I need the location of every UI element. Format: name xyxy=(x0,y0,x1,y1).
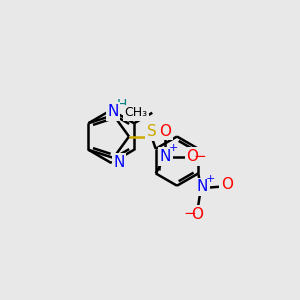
Text: N: N xyxy=(107,104,118,119)
Text: O: O xyxy=(191,207,203,222)
Text: N: N xyxy=(197,179,208,194)
Text: N: N xyxy=(113,155,124,170)
Text: O: O xyxy=(159,124,171,139)
Text: −: − xyxy=(183,206,196,220)
Text: +: + xyxy=(206,174,215,184)
Text: CH₃: CH₃ xyxy=(125,106,148,119)
Text: S: S xyxy=(147,124,156,140)
Text: +: + xyxy=(169,142,178,152)
Text: N: N xyxy=(160,149,171,164)
Text: O: O xyxy=(221,177,233,192)
Text: −: − xyxy=(194,149,206,164)
Text: O: O xyxy=(186,149,198,164)
Text: H: H xyxy=(117,98,127,112)
